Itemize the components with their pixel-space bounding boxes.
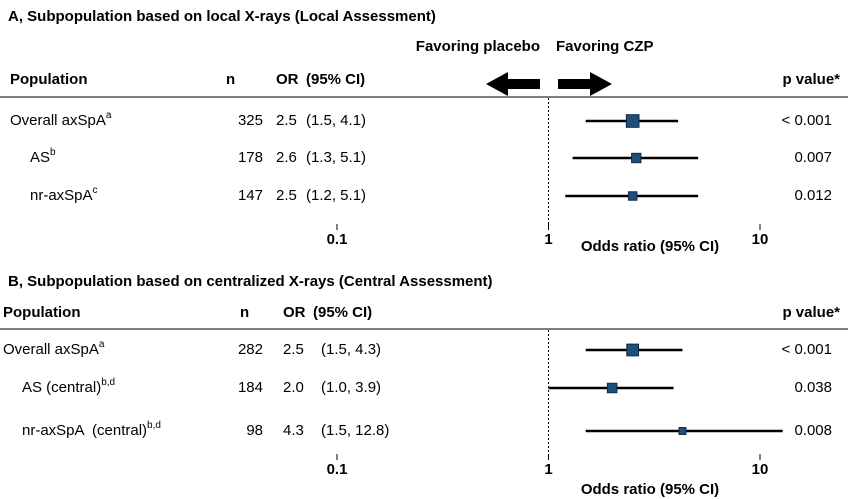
n-value: 184	[238, 379, 263, 396]
superscript: b,d	[101, 377, 115, 388]
x-tick-label: 1	[544, 231, 552, 248]
x-tick-label: 10	[752, 231, 769, 248]
header-population: Population	[10, 71, 88, 88]
or-marker	[678, 427, 687, 435]
panel-title: A, Subpopulation based on local X-rays (…	[8, 8, 436, 25]
header-or: OR	[283, 304, 306, 321]
or-value: 2.6	[276, 149, 297, 166]
n-value: 178	[238, 149, 263, 166]
header-n: n	[240, 304, 249, 321]
or-value: 2.5	[283, 341, 304, 358]
header-p-value: p value*	[782, 304, 840, 321]
n-value: 147	[238, 187, 263, 204]
superscript: b	[50, 147, 56, 158]
superscript: b,d	[147, 420, 161, 431]
x-axis-label: Odds ratio (95% CI)	[581, 238, 719, 255]
x-axis-label: Odds ratio (95% CI)	[581, 481, 719, 498]
p-value: 0.007	[794, 149, 832, 166]
arrow-right	[558, 72, 612, 96]
ci-value: (1.2, 5.1)	[306, 187, 366, 204]
n-value: 325	[238, 112, 263, 129]
p-value: < 0.001	[782, 112, 832, 129]
n-value: 98	[246, 422, 263, 439]
x-tick-label: 0.1	[327, 461, 348, 478]
p-value: 0.038	[794, 379, 832, 396]
annotation: Favoring placebo	[416, 38, 540, 55]
p-value: 0.012	[794, 187, 832, 204]
ci-value: (1.0, 3.9)	[321, 379, 381, 396]
header-p-value: p value*	[782, 71, 840, 88]
or-marker	[626, 343, 640, 357]
ci-value: (1.5, 4.3)	[321, 341, 381, 358]
or-marker	[606, 382, 618, 394]
header-n: n	[226, 71, 235, 88]
p-value: 0.008	[794, 422, 832, 439]
header-ci: (95% CI)	[306, 71, 365, 88]
or-value: 2.0	[283, 379, 304, 396]
or-value: 4.3	[283, 422, 304, 439]
or-marker	[625, 114, 640, 128]
x-tick-label: 10	[752, 461, 769, 478]
n-value: 282	[238, 341, 263, 358]
or-value: 2.5	[276, 112, 297, 129]
ci-value: (1.3, 5.1)	[306, 149, 366, 166]
header-or: OR	[276, 71, 299, 88]
header-ci: (95% CI)	[313, 304, 372, 321]
header-population: Population	[3, 304, 81, 321]
ci-value: (1.5, 12.8)	[321, 422, 389, 439]
ci-value: (1.5, 4.1)	[306, 112, 366, 129]
panel-title: B, Subpopulation based on centralized X-…	[8, 273, 493, 290]
x-tick-label: 0.1	[327, 231, 348, 248]
annotation: Favoring CZP	[556, 38, 654, 55]
x-tick-label: 1	[544, 461, 552, 478]
superscript: a	[99, 339, 105, 350]
population-label: nr-axSpAc	[30, 185, 98, 204]
or-value: 2.5	[276, 187, 297, 204]
p-value: < 0.001	[782, 341, 832, 358]
population-label: AS (central)b,d	[22, 377, 115, 396]
or-marker	[627, 191, 638, 201]
superscript: a	[106, 110, 112, 121]
superscript: c	[93, 185, 98, 196]
or-marker	[631, 152, 642, 164]
arrow-left	[486, 72, 540, 96]
population-label: ASb	[30, 147, 56, 166]
population-label: nr-axSpA (central)b,d	[22, 420, 161, 439]
population-label: Overall axSpAa	[10, 110, 112, 129]
population-label: Overall axSpAa	[3, 339, 105, 358]
